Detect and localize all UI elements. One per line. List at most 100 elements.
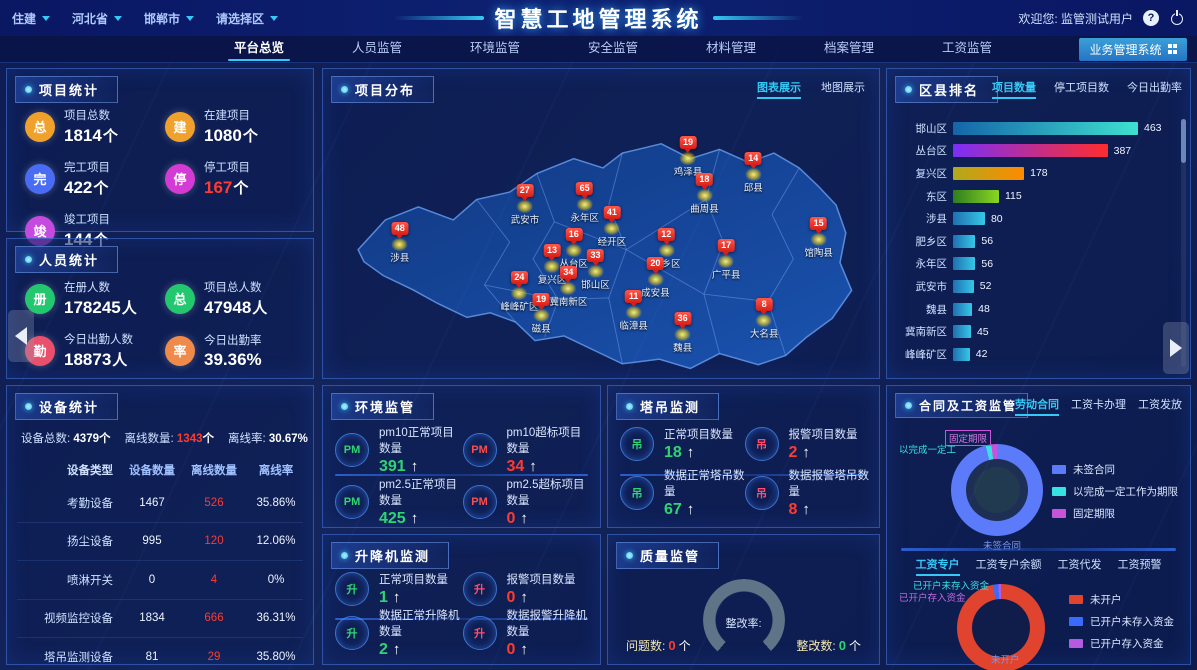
carousel-next-button[interactable] <box>1163 322 1189 374</box>
quality-stat: 问题数: 0 个 <box>626 638 691 653</box>
map-marker[interactable]: 19 鸡泽县 <box>674 135 702 178</box>
map-marker[interactable]: 48 涉县 <box>390 222 409 264</box>
map-marker[interactable]: 15 馆陶县 <box>804 216 833 259</box>
stat-item: 册 在册人数 178245人 <box>25 279 165 318</box>
region-filter-dropdown[interactable]: 住建 <box>12 10 51 27</box>
ranking-row: 复兴区 178 <box>897 162 1174 185</box>
callout-unsigned: 未签合同 <box>983 541 1022 552</box>
panel-title: 合同及工资监管 <box>895 393 1029 418</box>
ranking-tabs: 项目数量 停工项目数 今日出勤率 <box>992 79 1182 99</box>
legend-item: 未签合同 <box>1052 462 1178 477</box>
map-canvas[interactable]: 19 鸡泽县 14 邱县 18 曲周县 <box>329 103 873 374</box>
contract-tab[interactable]: 劳动合同 <box>1015 396 1059 416</box>
ranking-bar <box>953 121 1138 135</box>
region-filter-dropdown[interactable]: 请选择区 <box>216 10 279 27</box>
callout-opened-nofund: 已开户未存入资金 <box>913 581 990 592</box>
pin-icon: 36 <box>674 311 692 325</box>
pin-icon: 15 <box>810 216 828 230</box>
lift-icon: 升 <box>462 616 497 650</box>
map-marker[interactable]: 41 经开区 <box>597 205 627 248</box>
up-arrow-icon: ↑ <box>410 458 419 475</box>
map-marker[interactable]: 12 肥乡区 <box>652 227 681 270</box>
wage-tab[interactable]: 工资专户 <box>915 556 960 576</box>
map-marker[interactable]: 65 永年区 <box>570 181 599 224</box>
wage-tab[interactable]: 工资专户余额 <box>975 559 1042 571</box>
device-table: 设备类型 设备数量 离线数量 离线率 考勤设备 1467 526 35.86% … <box>17 456 303 670</box>
ranking-label: 永年区 <box>915 258 948 271</box>
map-marker[interactable]: 14 邱县 <box>744 151 763 194</box>
callout-task-term: 以完成一定工 <box>899 445 957 456</box>
glow-icon <box>391 238 408 252</box>
panel-lift-monitor: 升降机监测 升 正常项目数量 1 ↑ 升 报警项目数量 0 ↑ <box>322 534 601 665</box>
map-marker[interactable]: 33 邯山区 <box>581 249 610 291</box>
wage-tab[interactable]: 工资代发 <box>1057 559 1102 571</box>
map-marker[interactable]: 20 成安县 <box>641 257 670 299</box>
map-marker[interactable]: 11 临漳县 <box>619 289 648 332</box>
pin-icon: 48 <box>391 222 409 236</box>
nav-tab[interactable]: 环境监管 <box>469 40 520 55</box>
map-marker[interactable]: 13 复兴区 <box>538 243 566 286</box>
nav-tab[interactable]: 工资监管 <box>941 40 992 55</box>
business-system-button[interactable]: 业务管理系统 <box>1079 37 1187 61</box>
ranking-value: 52 <box>979 280 992 293</box>
contract-legend: 未签合同 以完成一定工作为期限 固定期限 <box>1052 462 1178 521</box>
pm-sensor-icon: PM <box>462 485 497 519</box>
glow-icon <box>745 167 762 181</box>
monitor-value: 391 ↑ <box>379 458 419 475</box>
panel-project-stats: 项目统计 总 项目总数 1814个 建 在建项目 1080个 <box>6 68 314 249</box>
marker-label: 广平县 <box>711 269 741 281</box>
personnel-stat-list: 册 在册人数 178245人 总 项目总人数 47948人 勤 <box>25 279 305 383</box>
contract-tab[interactable]: 工资发放 <box>1138 399 1182 411</box>
map-marker[interactable]: 19 磁县 <box>532 292 551 335</box>
quality-stat: 整改数: 0 个 <box>796 638 861 653</box>
monitor-label: 报警项目数量 <box>788 429 858 442</box>
stat-label: 在册人数 <box>64 282 110 294</box>
map-marker[interactable]: 17 广平县 <box>711 238 741 281</box>
filter-label: 河北省 <box>72 11 109 26</box>
ranking-label: 冀南新区 <box>905 326 947 339</box>
monitor-label: 数据报警塔吊数量 <box>788 469 870 498</box>
device-table-header: 设备类型 设备数量 离线数量 离线率 <box>67 465 294 477</box>
nav-tab[interactable]: 平台总览 <box>200 36 318 63</box>
map-marker[interactable]: 24 峰峰矿区 <box>500 271 538 313</box>
ranking-label: 邯山区 <box>915 122 948 135</box>
panel-device-stats: 设备统计 设备总数: 4379个 离线数量: 1343个 离线率: 30.67%… <box>6 385 314 665</box>
glow-icon <box>544 259 561 273</box>
glow-icon <box>603 221 620 235</box>
ranking-tab[interactable]: 停工项目数 <box>1054 82 1109 94</box>
map-marker[interactable]: 8 大名县 <box>750 298 778 340</box>
logout-power-icon[interactable] <box>1169 10 1185 26</box>
stat-icon: 册 <box>25 283 55 314</box>
help-icon[interactable]: ? <box>1143 10 1159 26</box>
wage-tab[interactable]: 工资预警 <box>1117 559 1162 571</box>
legend-swatch <box>1069 639 1083 648</box>
contract-tab[interactable]: 工资卡办理 <box>1071 399 1126 411</box>
glow-icon <box>658 243 675 257</box>
nav-tab[interactable]: 安全监管 <box>587 40 638 55</box>
marker-label: 经开区 <box>597 236 627 248</box>
nav-tab[interactable]: 人员监管 <box>351 40 402 55</box>
ranking-label: 武安市 <box>915 280 948 293</box>
scrollbar-thumb[interactable] <box>1181 119 1186 163</box>
ranking-tab[interactable]: 今日出勤率 <box>1127 82 1182 94</box>
ranking-tab[interactable]: 项目数量 <box>992 79 1036 99</box>
carousel-prev-button[interactable] <box>8 310 34 362</box>
region-filter-dropdown[interactable]: 邯郸市 <box>144 10 195 27</box>
nav-tab[interactable]: 材料管理 <box>705 40 756 55</box>
wage-legend: 未开户 已开户未存入资金 已开户存入资金 <box>1069 592 1174 651</box>
stat-value: 1814个 <box>64 126 118 145</box>
map-marker[interactable]: 34 冀南新区 <box>549 265 587 308</box>
tower-crane-icon: 吊 <box>744 427 779 462</box>
region-filters: 住建 河北省 邯郸市 请选择区 <box>12 10 279 27</box>
map-marker[interactable]: 16 丛台区 <box>560 227 588 270</box>
map-marker[interactable]: 36 魏县 <box>673 311 692 354</box>
tower-crane-icon: 吊 <box>620 427 654 462</box>
table-row: 扬尘设备 995 120 12.06% <box>17 523 303 561</box>
dot-icon <box>25 86 32 93</box>
map-view-toggle[interactable]: 地图展示 <box>821 82 865 94</box>
map-marker[interactable]: 27 武安市 <box>511 184 539 226</box>
region-filter-dropdown[interactable]: 河北省 <box>72 10 123 27</box>
map-view-toggle[interactable]: 图表展示 <box>757 79 801 99</box>
map-marker[interactable]: 18 曲周县 <box>690 173 719 215</box>
nav-tab[interactable]: 档案管理 <box>823 40 874 55</box>
